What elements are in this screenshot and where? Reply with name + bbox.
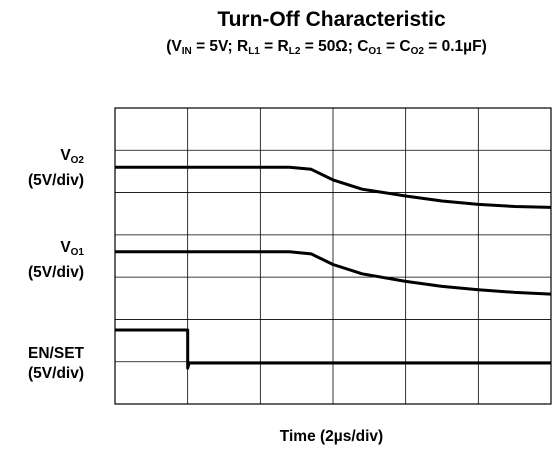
subtitle-co1-sub: O1 (368, 46, 382, 57)
channel-vo2-sub: O2 (70, 155, 84, 166)
x-axis-label: Time (2µs/div) (279, 428, 384, 445)
trace-enset (115, 328, 551, 370)
subtitle-rl-val: = 50Ω; C (300, 38, 369, 55)
channel-enset-main: EN/SET (28, 345, 84, 362)
channel-vo2-scale: (5V/div) (28, 172, 84, 189)
subtitle-rl2-sub: L2 (288, 46, 301, 57)
chart-title: Turn-Off Characteristic (217, 8, 446, 31)
subtitle-vin-val: = 5V; R (191, 38, 249, 55)
subtitle-eq1: = R (259, 38, 289, 55)
subtitle-co2-sub: O2 (410, 46, 424, 57)
channel-vo1-main: V (60, 239, 71, 256)
subtitle-rl1-sub: L1 (248, 46, 260, 57)
channel-vo2-main: V (60, 147, 71, 164)
channel-label-vo1: VO1 (5V/div) (0, 238, 84, 283)
subtitle-eq2: = C (381, 38, 411, 55)
chart-subtitle: (VIN = 5V; RL1 = RL2 = 50Ω; CO1 = CO2 = … (100, 38, 553, 57)
plot-grid (115, 108, 551, 404)
channel-vo1-sub: O1 (70, 247, 84, 258)
traces (115, 165, 552, 370)
trace-vo2 (115, 165, 552, 209)
subtitle-open: (V (166, 38, 182, 55)
channel-enset-scale: (5V/div) (28, 365, 84, 382)
subtitle-vin-sub: IN (181, 46, 192, 57)
channel-vo1-scale: (5V/div) (28, 264, 84, 281)
trace-vo1 (115, 250, 552, 296)
subtitle-co-val: = 0.1µF) (423, 38, 487, 55)
channel-label-vo2: VO2 (5V/div) (0, 146, 84, 191)
channel-label-enset: EN/SET (5V/div) (0, 344, 84, 384)
